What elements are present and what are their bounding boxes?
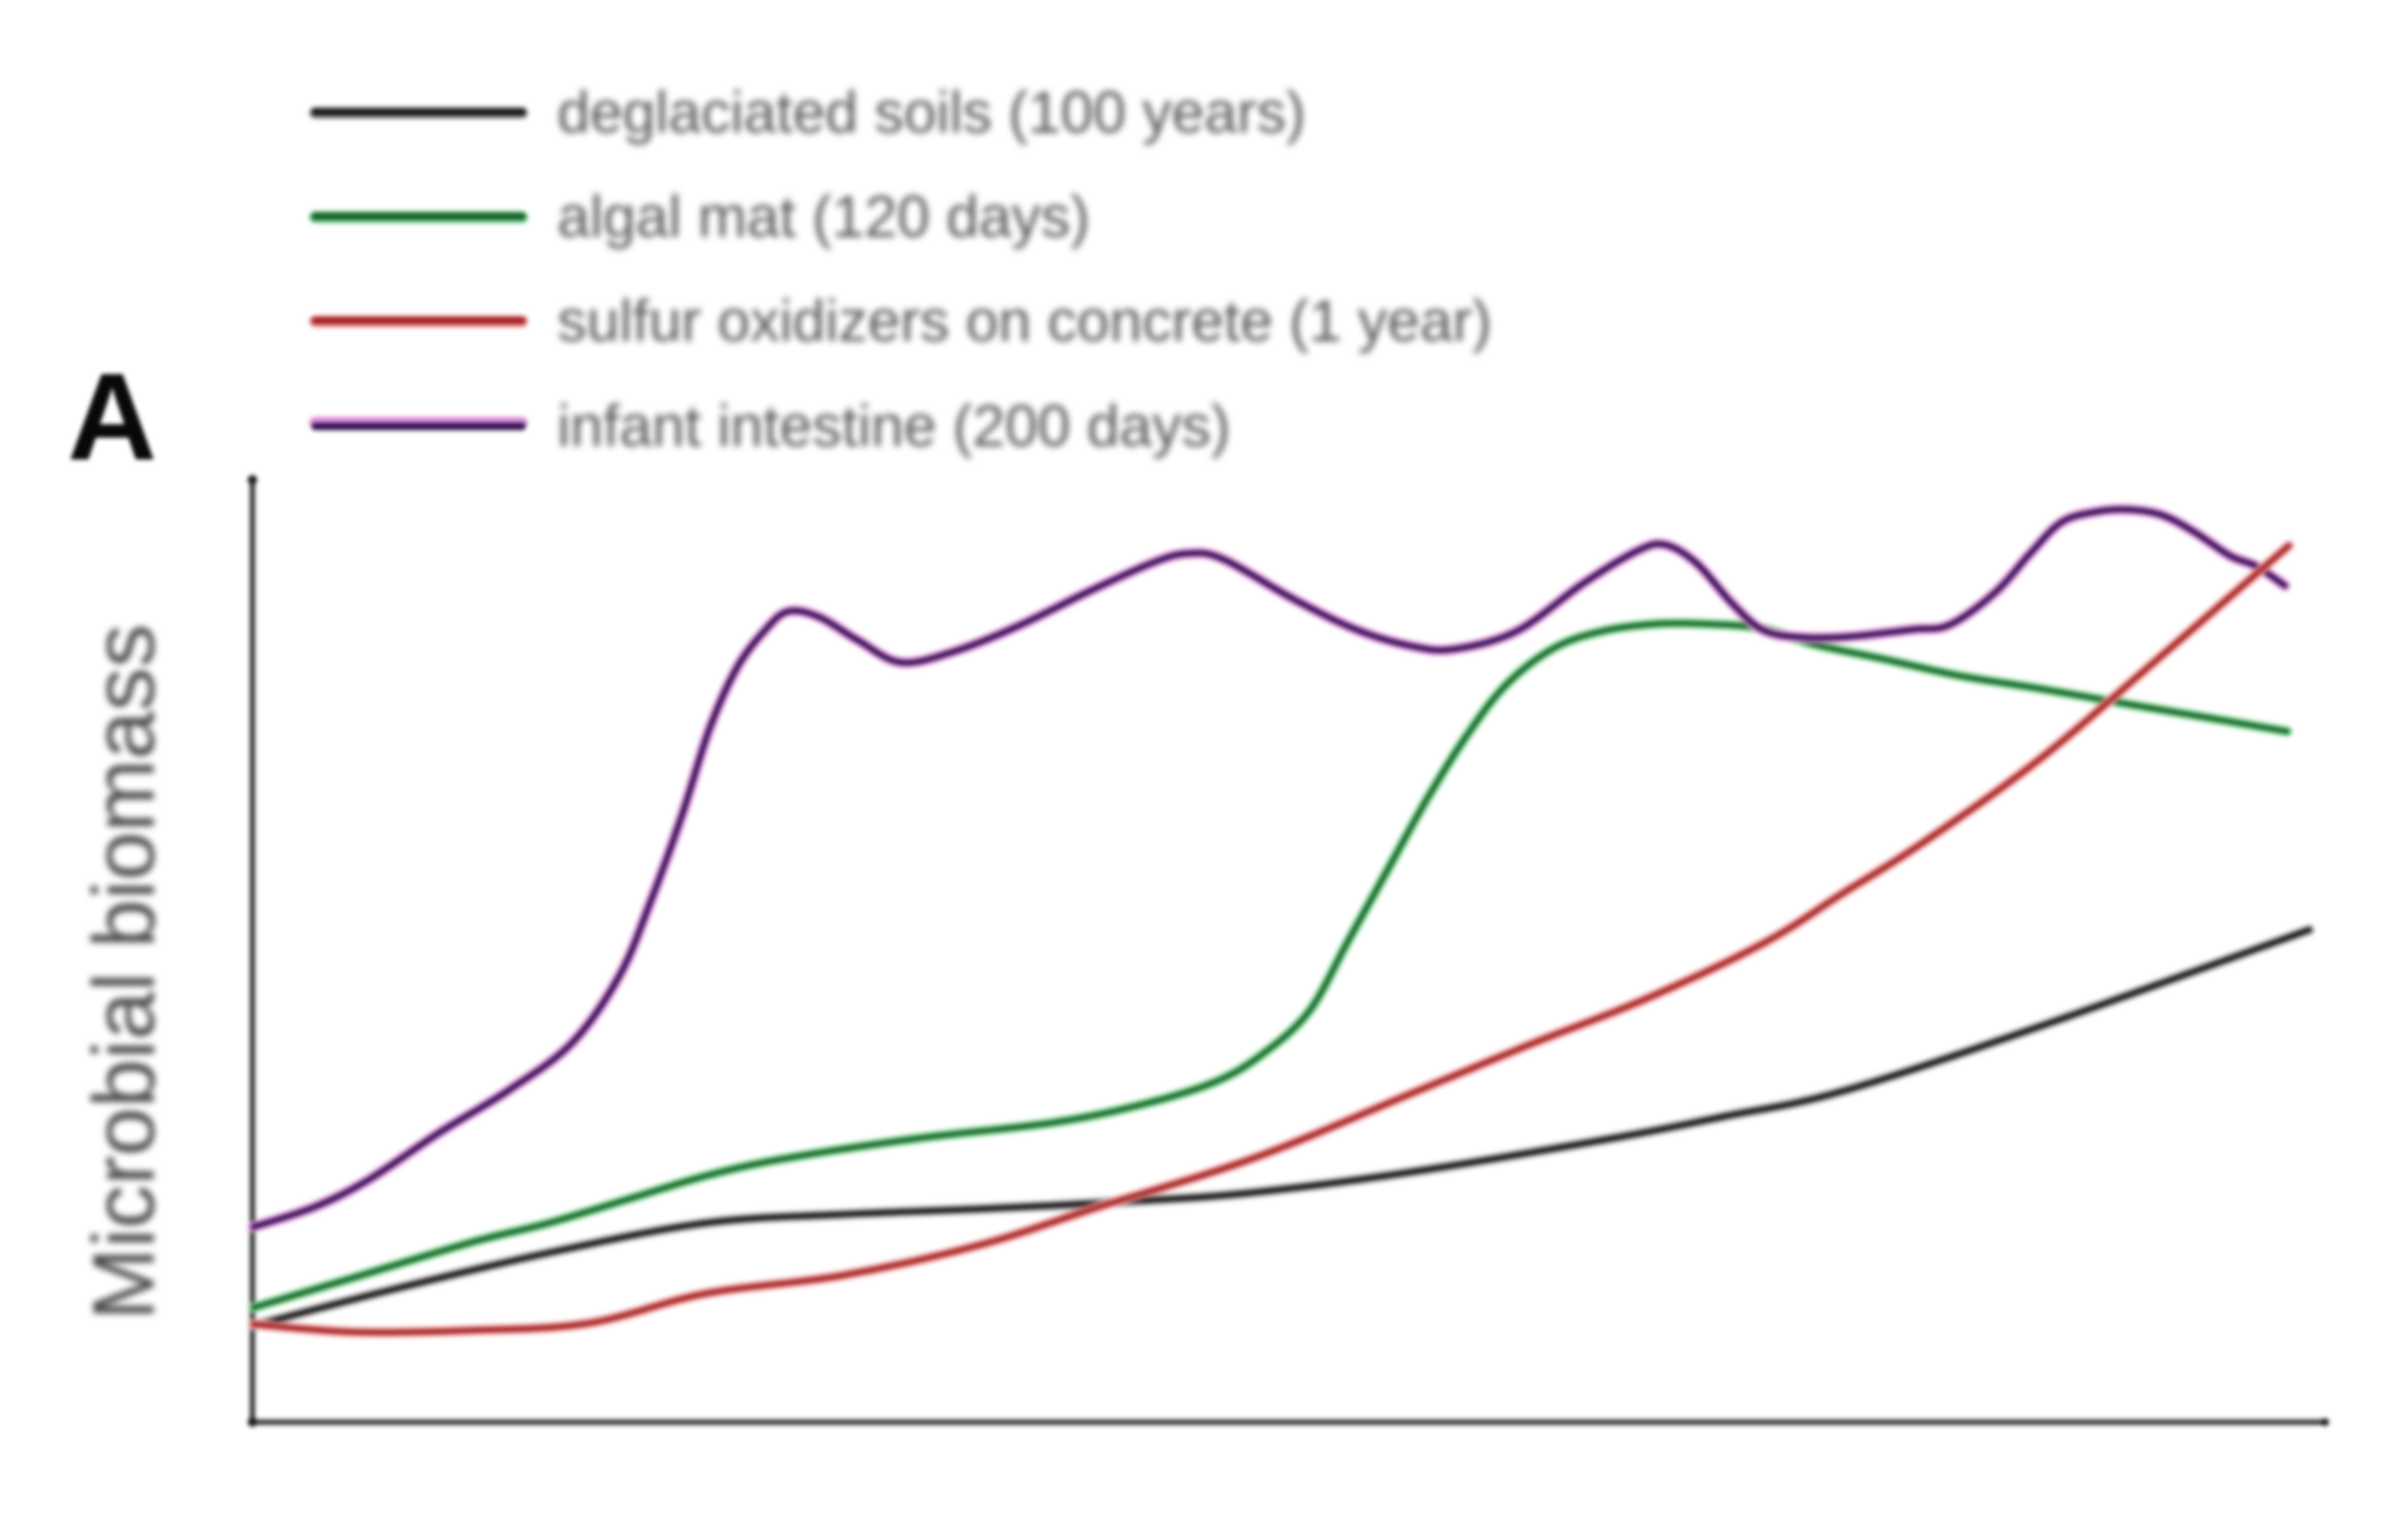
svg-text:infant intestine (200 days): infant intestine (200 days) — [557, 393, 1231, 459]
svg-text:sulfur oxidizers on concrete (: sulfur oxidizers on concrete (1 year) — [557, 288, 1492, 354]
svg-text:A: A — [67, 348, 157, 486]
svg-text:algal mat (120 days): algal mat (120 days) — [557, 183, 1090, 249]
svg-text:Microbial biomass: Microbial biomass — [75, 624, 172, 1320]
svg-text:deglaciated soils (100 years): deglaciated soils (100 years) — [557, 79, 1306, 145]
